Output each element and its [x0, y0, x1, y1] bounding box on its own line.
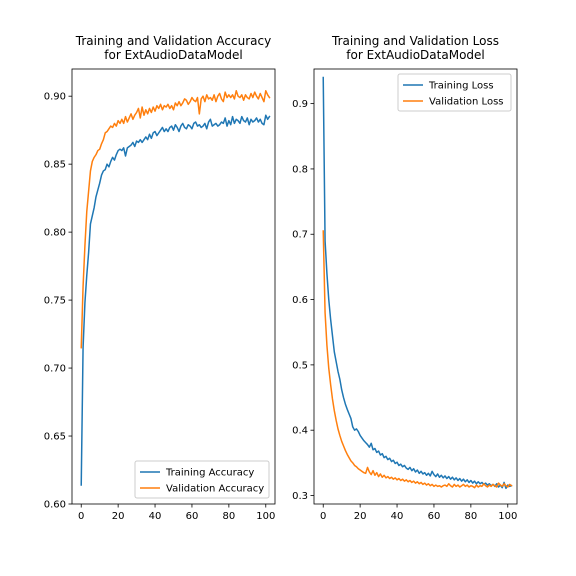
x-tick-label: 100: [256, 511, 275, 522]
title-line: for ExtAudioDataModel: [346, 48, 485, 62]
y-tick-label: 0.75: [44, 296, 66, 307]
y-tick-label: 0.85: [44, 160, 66, 171]
y-tick-label: 0.70: [44, 364, 66, 375]
title-line: Training and Validation Loss: [331, 34, 499, 48]
x-tick-label: 0: [320, 511, 326, 522]
loss-chart-panel: Training and Validation Loss for ExtAudio…: [292, 34, 518, 522]
title-line: for ExtAudioDataModel: [104, 48, 243, 62]
x-tick-label: 40: [149, 511, 162, 522]
loss-series-training-loss: [322, 76, 513, 490]
y-tick-label: 0.80: [44, 228, 66, 239]
accuracy-series-training-accuracy: [80, 114, 271, 486]
legend-box: [134, 460, 270, 499]
accuracy-chart-panel: Training and Validation Accuracy for ExtA…: [44, 34, 276, 522]
accuracy-chart-title: Training and Validation Accuracy for ExtA…: [75, 34, 271, 62]
y-tick-label: 0.4: [292, 426, 308, 437]
y-tick-label: 0.8: [292, 164, 308, 175]
y-tick-label: 0.6: [292, 295, 308, 306]
y-tick-label: 0.7: [292, 230, 308, 241]
x-tick-label: 20: [354, 511, 367, 522]
y-tick-label: 0.90: [44, 92, 66, 103]
x-tick-label: 60: [186, 511, 199, 522]
legend-label: Validation Accuracy: [166, 484, 264, 495]
accuracy-plot-frame: [71, 68, 276, 505]
x-tick-label: 0: [78, 511, 84, 522]
y-tick-label: 0.60: [44, 500, 66, 511]
loss-series-validation-loss: [322, 230, 513, 489]
loss-plot-frame: [313, 68, 518, 505]
y-tick-label: 0.5: [292, 360, 308, 371]
y-tick-label: 0.9: [292, 99, 308, 110]
x-tick-label: 40: [391, 511, 404, 522]
title-line: Training and Validation Accuracy: [75, 34, 271, 48]
accuracy-legend: Training Accuracy Validation Accuracy: [134, 460, 270, 499]
x-tick-label: 20: [112, 511, 125, 522]
y-tick-label: 0.65: [44, 432, 66, 443]
legend-label: Training Accuracy: [165, 468, 254, 479]
loss-chart-title: Training and Validation Loss for ExtAudio…: [331, 34, 499, 62]
legend-label: Training Loss: [428, 81, 494, 92]
x-tick-label: 80: [464, 511, 477, 522]
accuracy-series-validation-accuracy: [80, 90, 271, 349]
y-tick-label: 0.3: [292, 491, 308, 502]
legend-label: Validation Loss: [429, 97, 504, 108]
legend-box: [397, 73, 512, 112]
x-tick-label: 100: [498, 511, 517, 522]
x-tick-label: 60: [428, 511, 441, 522]
x-tick-label: 80: [222, 511, 235, 522]
loss-legend: Training Loss Validation Loss: [397, 73, 512, 112]
